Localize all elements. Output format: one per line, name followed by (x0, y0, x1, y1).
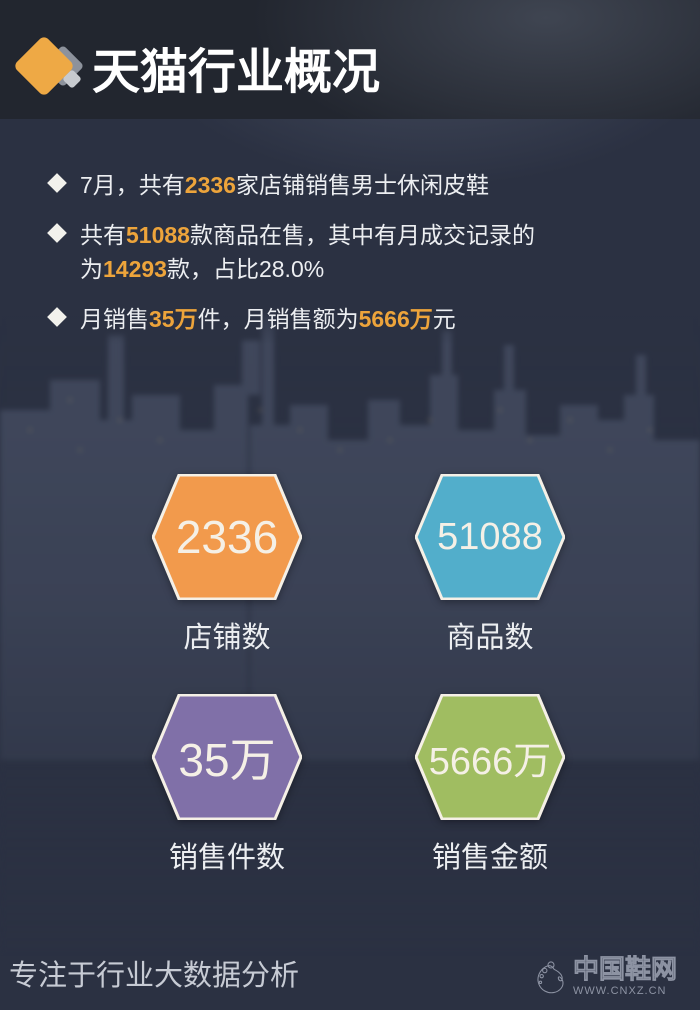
svg-text:中国鞋网: 中国鞋网 (573, 954, 677, 984)
svg-text:WWW.CNXZ.CN: WWW.CNXZ.CN (573, 985, 666, 997)
